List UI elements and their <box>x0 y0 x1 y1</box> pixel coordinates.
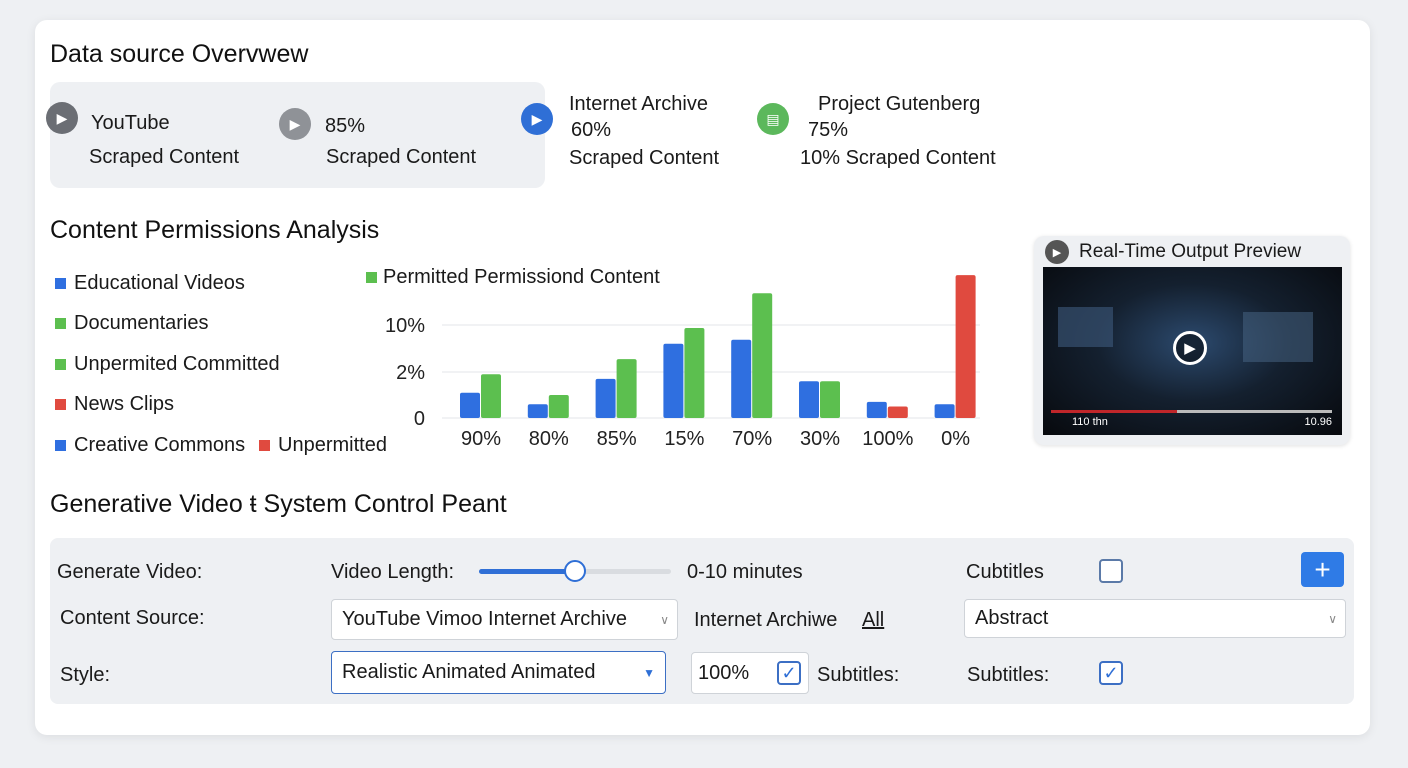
duration-label: 10.96 <box>1304 416 1332 428</box>
bar <box>820 381 840 418</box>
legend-item: News Clips <box>55 393 174 416</box>
source-name: Internet Archive <box>569 93 708 115</box>
length-slider[interactable] <box>479 560 671 582</box>
source-extra: Internet Archiwe <box>694 609 838 631</box>
caret-down-icon: ▼ <box>643 665 655 680</box>
bar <box>527 404 548 418</box>
length-label: Video Length: <box>331 561 455 583</box>
style-select[interactable]: Realistic Animated Animated ▼ <box>331 651 666 694</box>
source-sub: Scraped Content <box>569 147 720 169</box>
subtitles-label: Cubtitles <box>966 561 1044 583</box>
x-tick-label: 15% <box>664 428 704 450</box>
play-icon: ▶ <box>1045 240 1069 264</box>
x-tick-label: 90% <box>461 428 501 450</box>
bar-chart: 0 2% 10% 90% 80% 85% 15% 70% 30% 100% 0% <box>385 275 980 450</box>
source-value: 60% <box>571 119 612 141</box>
source-name: 85% <box>325 115 366 137</box>
control-title: Generative Video ŧ System Control Peant <box>50 490 507 518</box>
legend-item: Educational Videos <box>55 272 245 295</box>
percent-checkbox[interactable]: ✓ <box>777 661 801 685</box>
y-tick-label: 2% <box>396 362 425 384</box>
bar <box>934 404 955 418</box>
y-tick-label: 0 <box>414 408 425 430</box>
bar <box>460 392 480 418</box>
legend-item: Unpermitted <box>259 434 387 457</box>
bar <box>731 339 752 418</box>
play-icon: ▶ <box>279 108 311 140</box>
all-link[interactable]: All <box>862 609 885 631</box>
subtitles-label-2: Subtitles: <box>817 664 900 686</box>
x-tick-label: 100% <box>862 428 913 450</box>
legend-item: Creative Commons <box>55 434 245 457</box>
preview-title: Real-Time Output Preview <box>1079 241 1302 262</box>
y-tick-label: 10% <box>385 315 425 337</box>
bar <box>616 359 637 418</box>
subtitles-checkbox-2[interactable]: ✓ <box>1099 661 1123 685</box>
analysis-title: Content Permissions Analysis <box>50 216 380 244</box>
source-label: Content Source: <box>60 607 205 629</box>
source-sub: 10% Scraped Content <box>800 147 996 169</box>
bar <box>799 381 819 418</box>
bar <box>663 343 684 418</box>
play-button[interactable]: ▶ <box>1173 331 1207 365</box>
x-tick-label: 0% <box>941 428 970 450</box>
overview-title: Data source Overvwew <box>50 40 309 68</box>
chevron-down-icon: ∨ <box>1328 611 1337 626</box>
bar <box>752 293 773 418</box>
bar <box>887 406 908 418</box>
source-sub: Scraped Content <box>89 146 240 168</box>
length-range: 0-10 minutes <box>687 561 803 583</box>
time-label: 110 thn <box>1072 416 1108 428</box>
bar <box>595 378 616 418</box>
x-tick-label: 70% <box>732 428 772 450</box>
subtitles-label-3: Subtitles: <box>967 664 1050 686</box>
source-select[interactable]: YouTube Vimoo Internet Archive ∨ <box>331 599 678 640</box>
document-icon: ▤ <box>757 103 789 135</box>
video-player[interactable]: ▶ 110 thn 10.96 <box>1043 267 1342 435</box>
abstract-select[interactable]: Abstract ∨ <box>964 599 1346 638</box>
x-tick-label: 30% <box>800 428 840 450</box>
x-tick-label: 80% <box>529 428 569 450</box>
style-label: Style: <box>60 664 111 686</box>
source-name: YouTube <box>91 112 170 134</box>
bar <box>481 374 501 418</box>
chart-legend: Permitted Permissiond Content <box>366 266 660 289</box>
bar <box>684 327 705 418</box>
play-icon: ▶ <box>46 102 78 134</box>
generate-label: Generate Video: <box>57 561 203 583</box>
add-button[interactable]: + <box>1301 552 1344 587</box>
subtitles-checkbox[interactable] <box>1099 559 1123 583</box>
source-value: 75% <box>808 119 849 141</box>
legend-item: Documentaries <box>55 312 209 335</box>
legend-item: Unpermited Committed <box>55 353 280 376</box>
bar <box>955 275 976 418</box>
bar <box>866 401 887 418</box>
progress-track[interactable] <box>1051 410 1332 413</box>
source-name: Project Gutenberg <box>818 93 981 115</box>
bar <box>548 395 569 418</box>
x-tick-label: 85% <box>597 428 637 450</box>
source-sub: Scraped Content <box>326 146 477 168</box>
play-icon: ▶ <box>521 103 553 135</box>
chevron-down-icon: ∨ <box>660 612 669 627</box>
